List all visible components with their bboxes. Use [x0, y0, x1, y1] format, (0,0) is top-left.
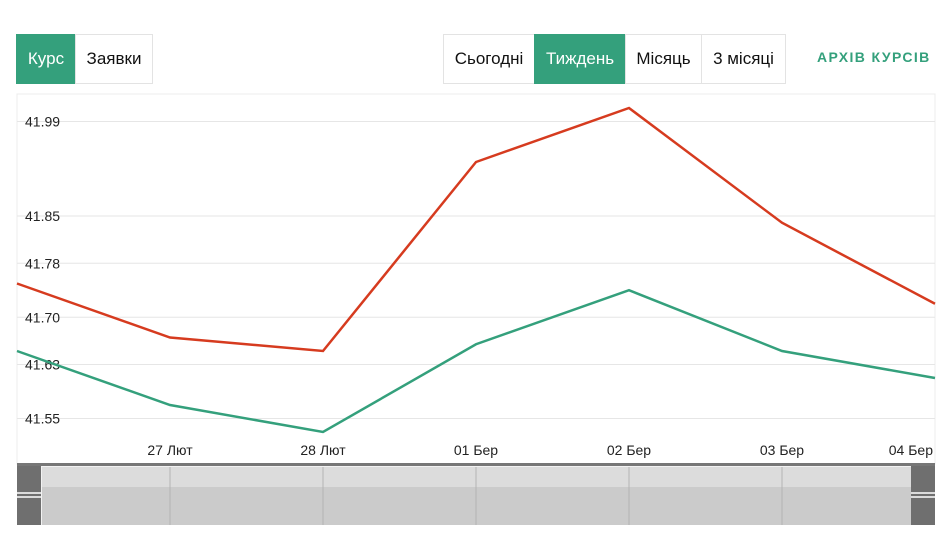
y-tick-label: 41.63	[25, 357, 60, 373]
x-tick-label: 27 Лют	[147, 442, 193, 458]
y-tick-label: 41.70	[25, 309, 60, 325]
tab-month[interactable]: Місяць	[625, 34, 702, 84]
archive-link[interactable]: АРХІВ КУРСІВ	[817, 49, 931, 65]
tab-rate[interactable]: Курс	[16, 34, 76, 84]
x-tick-label: 28 Лют	[300, 442, 346, 458]
navigator-top-border	[17, 463, 935, 466]
tab-3-months[interactable]: 3 місяці	[701, 34, 786, 84]
y-tick-label: 41.78	[25, 255, 60, 271]
mode-tabs: Курс Заявки	[16, 34, 153, 84]
x-axis-labels: 27 Лют 28 Лют 01 Бер 02 Бер 03 Бер 04 Бер	[147, 442, 933, 458]
plot-frame	[16, 93, 936, 465]
x-tick-label: 01 Бер	[454, 442, 498, 458]
series-line-2	[16, 288, 936, 434]
x-tick-label: 04 Бер	[889, 442, 933, 458]
tab-today[interactable]: Сьогодні	[443, 34, 535, 84]
navigator-right-handle[interactable]	[911, 465, 935, 525]
navigator-dividers	[169, 467, 783, 525]
range-navigator[interactable]	[17, 463, 935, 525]
series-lines	[16, 106, 936, 434]
tab-week[interactable]: Тиждень	[534, 34, 626, 84]
grid-lines	[17, 121, 935, 419]
x-tick-label: 02 Бер	[607, 442, 651, 458]
tab-orders[interactable]: Заявки	[75, 34, 153, 84]
x-tick-label: 03 Бер	[760, 442, 804, 458]
y-axis-labels: 41.99 41.85 41.78 41.70 41.63 41.55	[25, 114, 60, 427]
y-tick-label: 41.85	[25, 208, 60, 224]
series-line-1	[16, 106, 936, 353]
navigator-left-handle[interactable]	[17, 465, 41, 525]
period-tabs: Сьогодні Тиждень Місяць 3 місяці	[443, 34, 786, 84]
y-tick-label: 41.55	[25, 411, 60, 427]
y-tick-label: 41.99	[25, 114, 60, 130]
